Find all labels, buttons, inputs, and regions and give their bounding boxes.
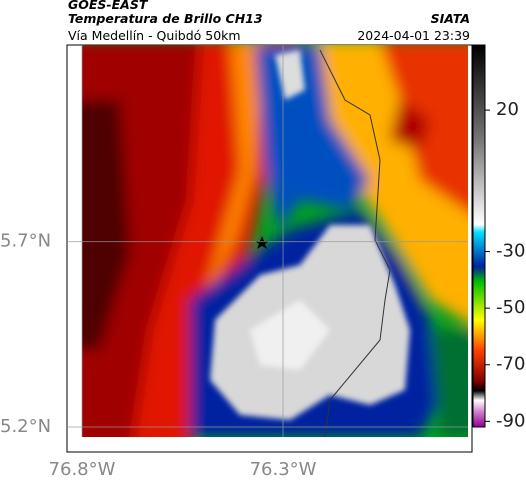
colorbar	[472, 44, 486, 428]
colorbar-tick-label: -50	[496, 297, 525, 318]
subtitle: Vía Medellín - Quibdó 50km	[68, 28, 241, 43]
source: SIATA	[431, 11, 470, 26]
colorbar-tick-label: 20	[496, 99, 519, 120]
location-star	[255, 236, 269, 249]
y-tick-label: 5.7°N	[0, 231, 51, 252]
colorbar-tick-label: -90	[496, 410, 525, 431]
colorbar-tick-label: -70	[496, 354, 525, 375]
colorbar-tick-label: -30	[496, 241, 525, 262]
satellite: GOES-EAST	[68, 0, 149, 12]
datetime: 2024-04-01 23:39	[357, 28, 470, 43]
brightness-image	[82, 45, 468, 437]
title: Temperatura de Brillo CH13	[68, 11, 263, 26]
y-tick-label: 5.2°N	[0, 416, 51, 437]
x-tick-label: 76.8°W	[49, 459, 116, 480]
x-tick-label: 76.3°W	[250, 459, 317, 480]
